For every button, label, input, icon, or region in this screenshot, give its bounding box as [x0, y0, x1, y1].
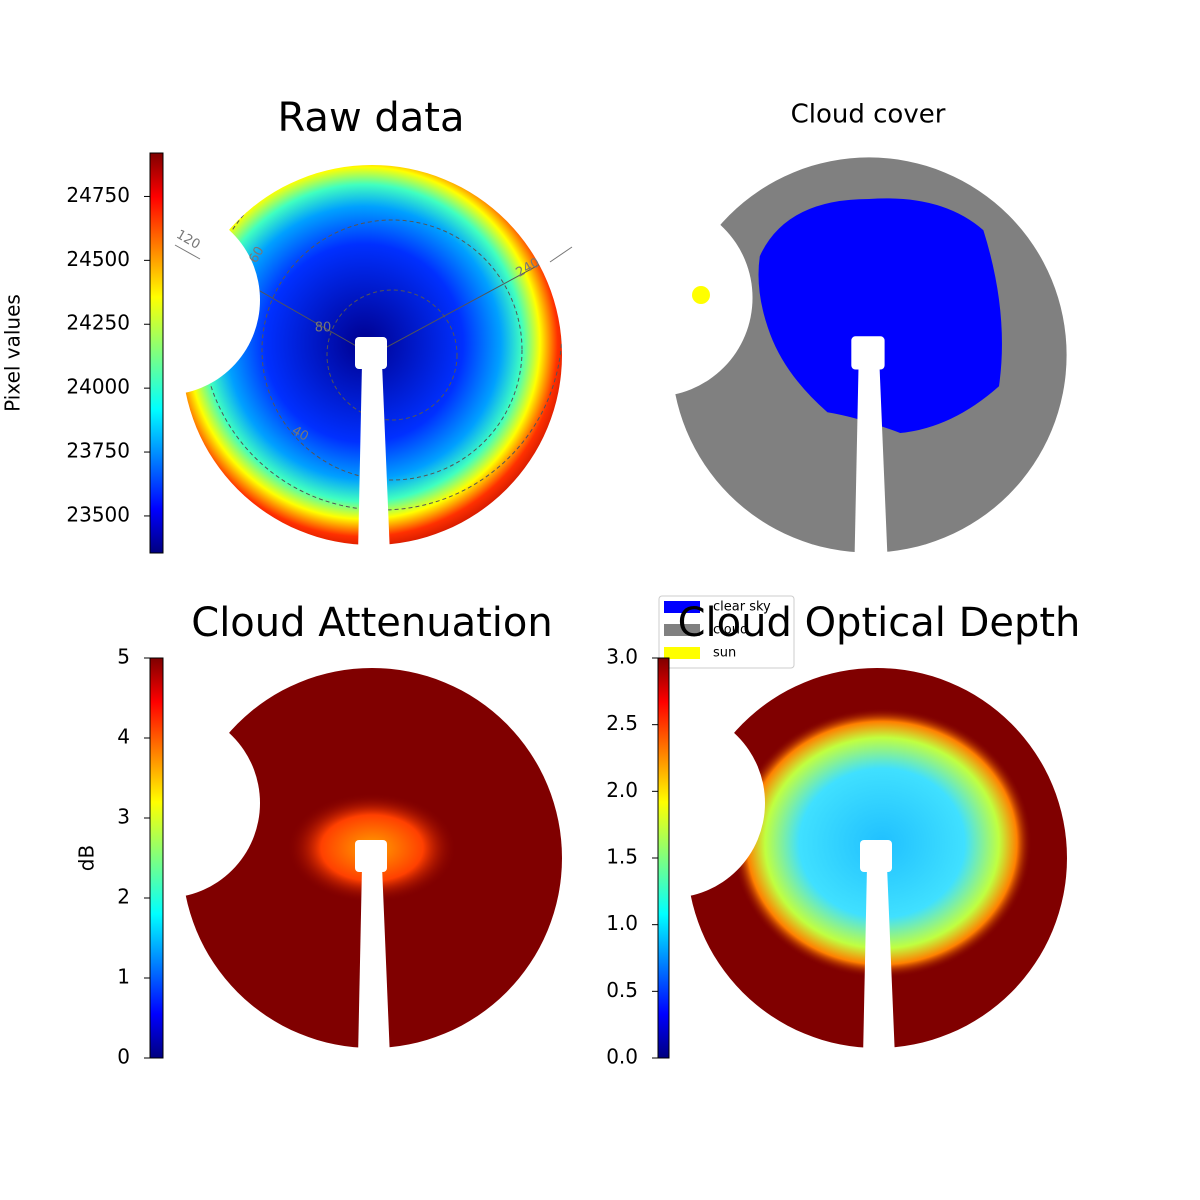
legend-swatch	[664, 624, 700, 636]
panel-title: Raw data	[278, 95, 465, 141]
legend-swatch	[664, 647, 700, 659]
polar-line	[174, 244, 201, 260]
colorbar-tick-label: 23500	[66, 502, 130, 526]
colorbar-tick-label: 1	[117, 965, 130, 989]
colorbar-label: Pixel values	[1, 294, 25, 412]
colorbar-tick-label: 2.5	[606, 711, 638, 735]
colorbar-tick-label: 24750	[66, 183, 130, 207]
colorbar-tick-label: 3.0	[606, 645, 638, 669]
colorbar	[149, 657, 164, 1059]
legend-label: sun	[713, 646, 736, 661]
polar-label: 40	[289, 423, 311, 444]
cloud-cover-image	[661, 147, 1077, 563]
sun-marker	[692, 286, 710, 304]
colorbar-label: dB	[75, 845, 99, 871]
colorbar-tick-label: 1.5	[606, 845, 638, 869]
attenuation-image	[172, 658, 572, 1058]
colorbar	[149, 152, 164, 554]
colorbar-tick-label: 3	[117, 805, 130, 829]
colorbar-tick-label: 0.0	[606, 1045, 638, 1069]
colorbar-tick-label: 24500	[66, 247, 130, 271]
colorbar-tick-label: 5	[117, 645, 130, 669]
colorbar-tick-label: 4	[117, 725, 130, 749]
colorbar-tick-label: 2.0	[606, 778, 638, 802]
polar-line	[549, 246, 573, 263]
polar-label: 80	[315, 321, 332, 336]
legend-label: cloud	[713, 623, 748, 638]
legend-swatch	[664, 601, 700, 613]
optical-depth-image	[677, 658, 1077, 1058]
polar-label: 60	[246, 244, 267, 266]
colorbar-tick-label: 1.0	[606, 911, 638, 935]
panel-title: Cloud cover	[791, 100, 946, 130]
colorbar-tick-label: 24000	[66, 375, 130, 399]
colorbar	[657, 657, 670, 1059]
colorbar-tick-label: 24250	[66, 311, 130, 335]
panel-title: Cloud Optical Depth	[678, 600, 1081, 646]
colorbar-tick-label: 0	[117, 1045, 130, 1069]
legend-label: clear sky	[713, 600, 771, 615]
raw-image	[172, 149, 573, 556]
colorbar-tick-label: 23750	[66, 439, 130, 463]
colorbar-tick-label: 2	[117, 885, 130, 909]
panel-title: Cloud Attenuation	[191, 600, 552, 646]
colorbar-tick-label: 0.5	[606, 978, 638, 1002]
